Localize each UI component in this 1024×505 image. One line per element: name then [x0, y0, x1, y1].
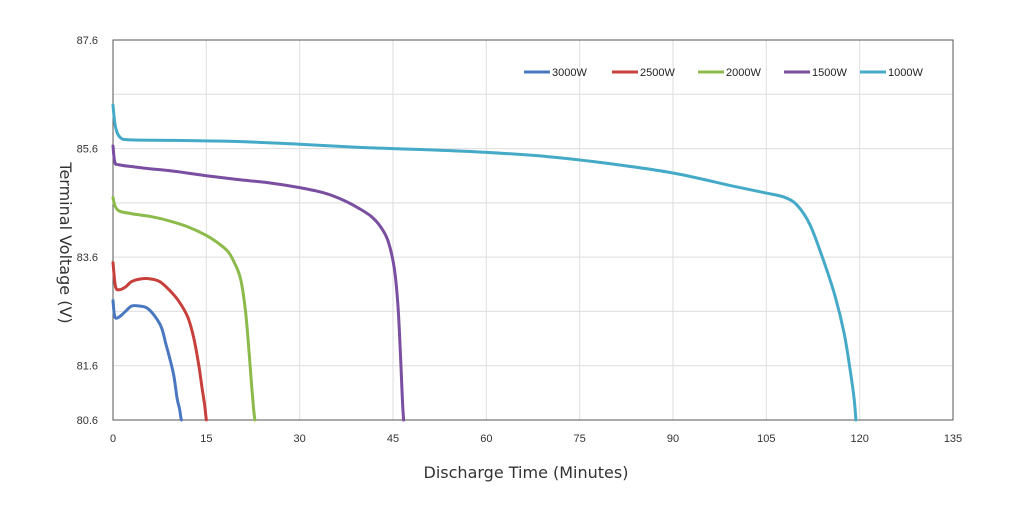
series-lines — [111, 103, 858, 422]
y-tick-label: 85.6 — [77, 144, 98, 156]
x-tick-label: 135 — [944, 433, 962, 445]
y-tick-label: 83.6 — [77, 252, 98, 264]
legend: 3000W 2500W 2000W 1500W 1000W — [524, 67, 923, 79]
series-line-2500w — [111, 261, 208, 422]
x-tick-label: 90 — [667, 433, 679, 445]
x-tick-label: 30 — [294, 433, 306, 445]
series-line-1000w — [111, 103, 858, 422]
y-axis-ticks: 80.6 81.6 83.6 85.6 87.6 — [77, 35, 98, 427]
legend-label: 2000W — [726, 67, 761, 79]
x-tick-label: 75 — [574, 433, 586, 445]
y-tick-label: 81.6 — [77, 361, 98, 373]
x-tick-label: 0 — [110, 433, 116, 445]
x-tick-label: 45 — [387, 433, 399, 445]
x-tick-label: 105 — [757, 433, 775, 445]
y-tick-label: 87.6 — [77, 35, 98, 47]
x-tick-label: 120 — [850, 433, 868, 445]
x-tick-label: 60 — [480, 433, 492, 445]
x-tick-label: 15 — [200, 433, 212, 445]
x-axis-label: Discharge Time (Minutes) — [424, 463, 629, 482]
legend-label: 3000W — [552, 67, 587, 79]
series-line-1500w — [111, 144, 406, 422]
y-tick-label: 80.6 — [77, 415, 98, 427]
series-line-2000w — [111, 195, 257, 422]
series-line-3000w — [111, 299, 183, 422]
y-axis-label: Terminal Voltage (V) — [56, 161, 75, 323]
legend-label: 1500W — [812, 67, 847, 79]
legend-label: 1000W — [888, 67, 923, 79]
x-axis-ticks: 0 15 30 45 60 75 90 105 120 135 — [110, 433, 962, 445]
legend-label: 2500W — [640, 67, 675, 79]
plot-area-frame — [112, 39, 954, 421]
